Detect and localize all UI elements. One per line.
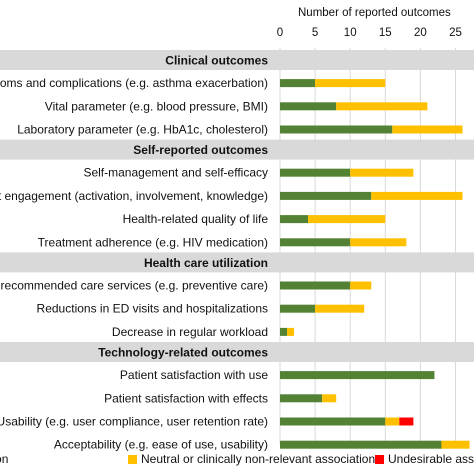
beneficial-segment bbox=[280, 371, 435, 380]
beneficial-segment bbox=[280, 191, 372, 200]
neutral-segment bbox=[308, 215, 386, 224]
row-label: Decrease in regular workload bbox=[112, 325, 268, 339]
beneficial-segment bbox=[280, 304, 316, 313]
group-label: Self-reported outcomes bbox=[133, 143, 268, 157]
neutral-segment bbox=[441, 440, 470, 449]
group-header-background bbox=[0, 342, 474, 362]
row-label: Self-management and self-efficacy bbox=[83, 166, 268, 180]
neutral-segment bbox=[385, 417, 400, 426]
row-label: Patient engagement (activation, involvem… bbox=[0, 189, 268, 203]
beneficial-segment bbox=[280, 125, 393, 134]
neutral-segment bbox=[350, 238, 407, 247]
beneficial-segment bbox=[280, 417, 386, 426]
neutral-segment bbox=[315, 304, 365, 313]
group-headers bbox=[0, 50, 474, 362]
legend-undesirable-swatch bbox=[375, 455, 384, 464]
bars bbox=[280, 79, 470, 449]
neutral-segment bbox=[336, 102, 428, 111]
row-label: Usability (e.g. user compliance, user re… bbox=[0, 415, 268, 429]
row-label: Patient satisfaction with effects bbox=[104, 391, 268, 405]
row-label: Health-related quality of life bbox=[123, 212, 269, 226]
row-label: Acceptability (e.g. ease of use, usabili… bbox=[54, 438, 268, 452]
beneficial-segment bbox=[280, 238, 351, 247]
row-label: Symptoms and complications (e.g. asthma … bbox=[0, 76, 268, 90]
group-label: Technology-related outcomes bbox=[98, 346, 268, 360]
row-label: Vital parameter (e.g. blood pressure, BM… bbox=[45, 99, 268, 113]
group-label: Clinical outcomes bbox=[165, 54, 268, 68]
group-label: Health care utilization bbox=[144, 256, 268, 270]
neutral-segment bbox=[350, 281, 372, 290]
neutral-segment bbox=[371, 191, 463, 200]
x-tick-label: 20 bbox=[414, 27, 427, 39]
x-tick-label: 5 bbox=[312, 27, 318, 39]
group-header-background bbox=[0, 139, 474, 160]
legend-beneficial-label: Beneficial association bbox=[0, 452, 8, 466]
legend-undesirable-label: Undesirable association bbox=[388, 452, 474, 466]
beneficial-segment bbox=[280, 281, 351, 290]
row-label: Treatment adherence (e.g. HIV medication… bbox=[38, 235, 268, 249]
beneficial-segment bbox=[280, 102, 337, 111]
neutral-segment bbox=[287, 327, 295, 336]
neutral-segment bbox=[322, 394, 337, 403]
row-label: Use of recommended care services (e.g. p… bbox=[0, 279, 268, 293]
x-tick-label: 15 bbox=[379, 27, 392, 39]
beneficial-segment bbox=[280, 215, 309, 224]
legend-neutral-swatch bbox=[128, 455, 137, 464]
beneficial-segment bbox=[280, 168, 351, 177]
x-axis-ticks: 0 5 10 15 20 25 bbox=[277, 27, 462, 39]
row-labels: Clinical outcomes Symptoms and complicati… bbox=[0, 54, 268, 452]
neutral-segment bbox=[315, 79, 386, 88]
row-label: Laboratory parameter (e.g. HbA1c, choles… bbox=[17, 123, 268, 137]
undesirable-segment bbox=[399, 417, 414, 426]
beneficial-segment bbox=[280, 327, 288, 336]
beneficial-segment bbox=[280, 79, 316, 88]
beneficial-segment bbox=[280, 440, 442, 449]
x-axis-title: Number of reported outcomes bbox=[298, 7, 451, 19]
x-tick-label: 10 bbox=[344, 27, 357, 39]
beneficial-segment bbox=[280, 394, 323, 403]
x-tick-label: 0 bbox=[277, 27, 283, 39]
x-tick-label: 25 bbox=[449, 27, 462, 39]
group-header-background bbox=[0, 50, 474, 70]
neutral-segment bbox=[392, 125, 463, 134]
legend: Beneficial association Neutral or clinica… bbox=[0, 452, 474, 466]
legend-neutral-label: Neutral or clinically non-relevant assoc… bbox=[141, 452, 375, 466]
row-label: Reductions in ED visits and hospitalizat… bbox=[37, 302, 268, 316]
group-header-background bbox=[0, 252, 474, 273]
neutral-segment bbox=[350, 168, 414, 177]
row-label: Patient satisfaction with use bbox=[120, 368, 268, 382]
